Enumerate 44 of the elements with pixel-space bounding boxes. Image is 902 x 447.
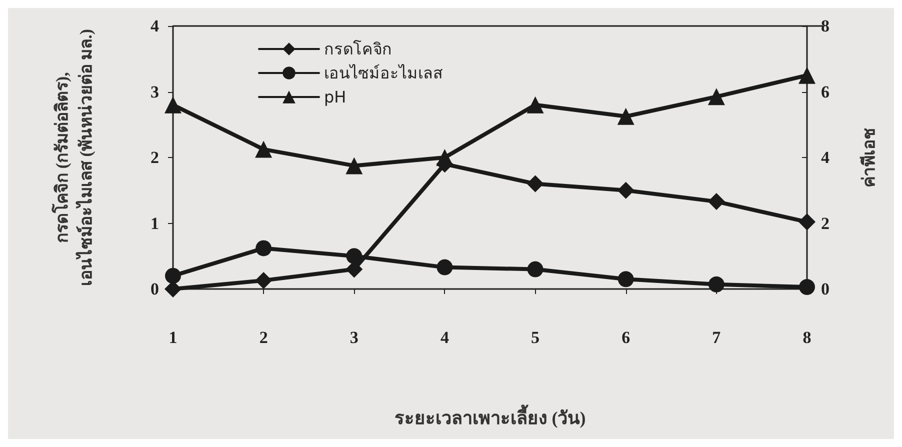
y-tick-label: 2 — [150, 148, 159, 167]
point — [346, 157, 363, 174]
x-tick-label: 4 — [440, 328, 450, 347]
y2-tick-label: 6 — [821, 82, 830, 102]
point — [255, 140, 272, 158]
y2-tick-label: 0 — [821, 280, 830, 298]
point — [527, 261, 544, 278]
x-tick-label: 1 — [168, 328, 178, 347]
point — [255, 272, 272, 289]
y2-tick-label: 8 — [821, 16, 830, 36]
y2-tick-label: 4 — [821, 148, 830, 167]
point — [708, 276, 724, 292]
x-tick-label: 3 — [350, 328, 358, 347]
point — [798, 213, 816, 230]
point — [617, 108, 634, 125]
legend-label: เอนไซม์อะไมเลส — [324, 64, 443, 82]
point — [708, 193, 725, 210]
x-tick-label: 8 — [802, 328, 812, 347]
point — [708, 88, 725, 106]
point — [526, 96, 544, 114]
point — [799, 279, 815, 296]
x-tick-label: 6 — [622, 328, 630, 347]
point — [346, 248, 362, 264]
point — [256, 240, 272, 256]
x-tick-label: 2 — [259, 328, 268, 347]
point — [526, 175, 544, 192]
y-tick-label: 0 — [150, 280, 159, 298]
point — [798, 66, 816, 84]
y-tick-label: 1 — [150, 214, 159, 233]
point — [165, 268, 181, 284]
y2-axis-title: ค่าพีเอช — [858, 128, 878, 188]
y2-tick-label: 2 — [821, 214, 830, 233]
legend-label: pH — [324, 88, 346, 106]
x-tick-label: 7 — [712, 328, 722, 347]
legend-label: กรดโคจิก — [324, 40, 392, 58]
y-tick-label: 4 — [150, 16, 160, 36]
point — [618, 271, 634, 288]
point — [164, 96, 182, 114]
x-axis-title: ระยะเวลาเพาะเลี้ยง (วัน) — [394, 404, 586, 428]
y-axis-title: กรดโคจิก (กรัมต่อลิตร), เอนไซม์อะไมเลส (พันหน่วยต่อ มล.) — [52, 28, 96, 286]
point — [617, 182, 634, 199]
y-tick-label: 3 — [150, 82, 159, 102]
point — [436, 259, 453, 276]
x-tick-label: 5 — [531, 328, 540, 347]
